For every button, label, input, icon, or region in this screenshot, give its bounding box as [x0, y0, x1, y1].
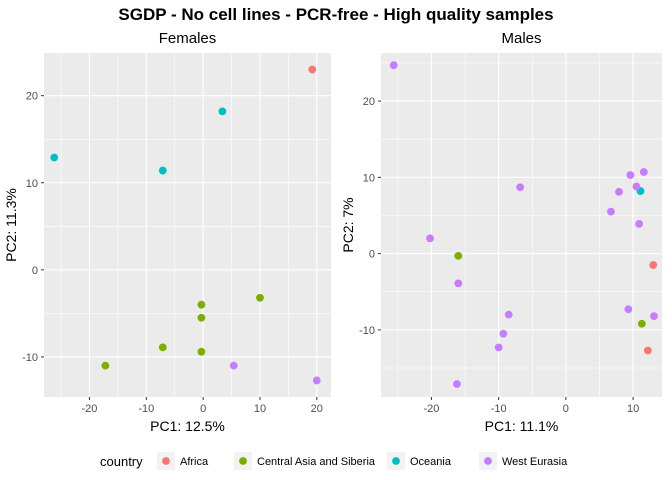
x-tick-label: 0: [563, 403, 569, 415]
data-point: [229, 361, 238, 370]
y-axis-title: PC2: 7%: [340, 197, 356, 252]
data-point: [494, 343, 503, 352]
legend-label: West Eurasia: [502, 456, 568, 468]
data-point: [454, 279, 463, 288]
data-point: [626, 171, 635, 179]
x-tick-label: 10: [254, 403, 266, 415]
data-point: [308, 65, 317, 74]
data-point: [504, 310, 513, 319]
data-point: [256, 293, 264, 302]
y-tick-label: -10: [359, 325, 375, 337]
data-point: [218, 107, 227, 116]
data-point: [50, 153, 59, 162]
legend-key-dot: [484, 457, 492, 465]
y-tick-label: 10: [363, 172, 375, 184]
legend-title: country: [100, 454, 143, 469]
x-tick-label: -10: [138, 403, 154, 415]
y-tick-label: 20: [363, 96, 375, 108]
panel-background: [44, 53, 331, 397]
y-tick-label: 10: [26, 178, 38, 190]
panel-males: -20 -10 0 10 -10 0 10 20 Males PC1: 11.1% PC2: 7%: [340, 30, 662, 434]
legend-key-dot: [392, 457, 400, 465]
figure-title: SGDP - No cell lines - PCR-free - High q…: [118, 5, 553, 24]
legend: country Africa Central Asia and Siberia Oc…: [100, 452, 568, 470]
x-tick-label: -20: [423, 403, 439, 415]
data-point: [454, 251, 463, 260]
data-point: [312, 376, 321, 385]
x-tick-label: -10: [491, 403, 507, 415]
x-axis-title: PC1: 12.5%: [150, 418, 225, 434]
data-point: [197, 347, 206, 356]
legend-key-dot: [162, 457, 170, 465]
data-point: [453, 380, 461, 388]
data-point: [643, 346, 652, 355]
y-axis-title: PC2: 11.3%: [3, 188, 19, 262]
legend-key-dot: [239, 457, 247, 465]
panel-title: Males: [501, 30, 541, 47]
panel-females: -20 -10 0 10 20 -10 0 10 20 Females PC1: 12.5% PC2:…: [3, 30, 331, 434]
legend-label: Oceania: [410, 456, 452, 468]
x-tick-label: 10: [627, 403, 639, 415]
legend-label: Africa: [180, 456, 209, 468]
data-point: [516, 183, 525, 192]
data-point: [158, 343, 167, 352]
panel-background: [381, 53, 662, 397]
x-tick-label: 0: [200, 403, 206, 415]
x-tick-label: -20: [82, 403, 98, 415]
legend-entry: Central Asia and Siberia: [234, 452, 376, 470]
data-point: [649, 261, 658, 269]
data-point: [499, 329, 508, 338]
legend-entry: Africa: [157, 452, 209, 470]
data-point: [615, 187, 623, 196]
y-tick-label: 20: [26, 91, 38, 103]
data-point: [389, 61, 398, 70]
data-point: [101, 361, 110, 370]
x-tick-label: 20: [311, 403, 323, 415]
data-point: [197, 313, 206, 322]
y-tick-label: 0: [369, 249, 375, 261]
data-point: [632, 182, 641, 191]
data-point: [637, 319, 646, 328]
x-axis-title: PC1: 11.1%: [485, 418, 559, 434]
y-tick-label: 0: [32, 265, 38, 277]
legend-label: Central Asia and Siberia: [257, 456, 376, 468]
data-point: [650, 312, 658, 321]
panels: -20 -10 0 10 20 -10 0 10 20 Females PC1: 12.5% PC2:…: [3, 30, 662, 434]
data-point: [426, 234, 434, 243]
legend-entry: Oceania: [387, 452, 452, 470]
data-point: [624, 305, 633, 314]
data-point: [635, 219, 644, 228]
data-point: [607, 207, 615, 216]
y-tick-label: -10: [22, 352, 38, 364]
legend-entry: West Eurasia: [479, 452, 568, 470]
data-point: [639, 168, 648, 176]
panel-title: Females: [159, 30, 217, 47]
data-point: [197, 300, 206, 309]
data-point: [158, 166, 167, 175]
